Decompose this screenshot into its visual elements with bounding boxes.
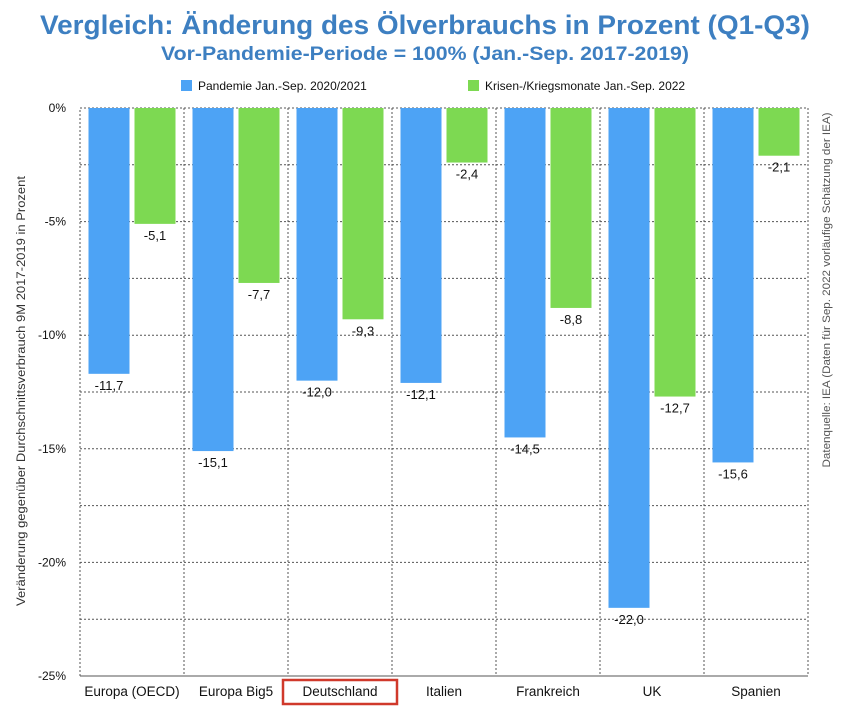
bar-pandemie [608, 108, 650, 608]
category-label: Europa Big5 [199, 684, 273, 699]
bar-pandemie [400, 108, 442, 383]
grid [79, 107, 809, 677]
source-note: Datenquelle: IEA (Daten für Sep. 2022 vo… [821, 113, 833, 468]
category-label: Deutschland [302, 684, 377, 699]
bar-krise [654, 108, 696, 397]
category-label: UK [643, 684, 662, 699]
value-label-krise: -5,1 [144, 228, 166, 243]
value-label-krise: -7,7 [248, 287, 270, 302]
chart-title: Vergleich: Änderung des Ölverbrauchs in … [40, 10, 810, 40]
legend-label-krise: Krisen-/Kriegsmonate Jan.-Sep. 2022 [485, 79, 685, 93]
value-label-pandemie: -12,0 [302, 385, 332, 400]
bar-krise [550, 108, 592, 308]
bar-krise [758, 108, 800, 156]
bar-krise [238, 108, 280, 283]
y-tick-label: -15% [38, 442, 66, 456]
value-label-krise: -8,8 [560, 312, 582, 327]
bar-pandemie [712, 108, 754, 463]
bar-pandemie [192, 108, 234, 452]
value-label-pandemie: -15,1 [198, 455, 228, 470]
category-label: Italien [426, 684, 462, 699]
y-tick-label: -20% [38, 555, 66, 569]
value-labels: -11,7 -5,1 -15,1 -7,7 -12,0 -9,3 -12,1 -2,4 -14,… [95, 160, 791, 627]
value-label-pandemie: -15,6 [718, 466, 748, 481]
value-label-pandemie: -14,5 [510, 441, 540, 456]
value-label-krise: -12,7 [660, 401, 690, 416]
bar-krise [134, 108, 176, 224]
legend-label-pandemie: Pandemie Jan.-Sep. 2020/2021 [198, 79, 367, 93]
y-tick-label: 0% [49, 101, 67, 115]
chart-subtitle: Vor-Pandemie-Periode = 100% (Jan.-Sep. 2… [161, 44, 689, 65]
value-label-krise: -2,1 [768, 160, 790, 175]
bars [88, 108, 800, 608]
y-tick-label: -5% [45, 215, 67, 229]
legend-swatch-krise [468, 80, 479, 91]
value-label-pandemie: -12,1 [406, 387, 436, 402]
value-label-pandemie: -22,0 [614, 612, 644, 627]
bar-krise [446, 108, 488, 163]
y-axis-ticks: 0% -5% -10% -15% -20% -25% [38, 101, 66, 683]
bar-krise [342, 108, 384, 320]
x-axis-categories: Europa (OECD) Europa Big5 Deutschland Itali… [84, 684, 780, 699]
legend: Pandemie Jan.-Sep. 2020/2021 Krisen-/Kri… [181, 79, 685, 93]
y-axis-title: Veränderung gegenüber Durchschnittsverbr… [16, 175, 28, 606]
category-label: Europa (OECD) [84, 684, 179, 699]
y-tick-label: -25% [38, 669, 66, 683]
category-label: Spanien [731, 684, 781, 699]
legend-swatch-pandemie [181, 80, 192, 91]
value-label-pandemie: -11,7 [95, 378, 124, 393]
highlight-box [281, 678, 399, 706]
value-label-krise: -9,3 [352, 323, 374, 338]
bar-pandemie [504, 108, 546, 438]
bar-pandemie [88, 108, 130, 374]
y-tick-label: -10% [38, 328, 66, 342]
bar-pandemie [296, 108, 338, 381]
category-label: Frankreich [516, 684, 580, 699]
value-label-krise: -2,4 [456, 167, 478, 182]
